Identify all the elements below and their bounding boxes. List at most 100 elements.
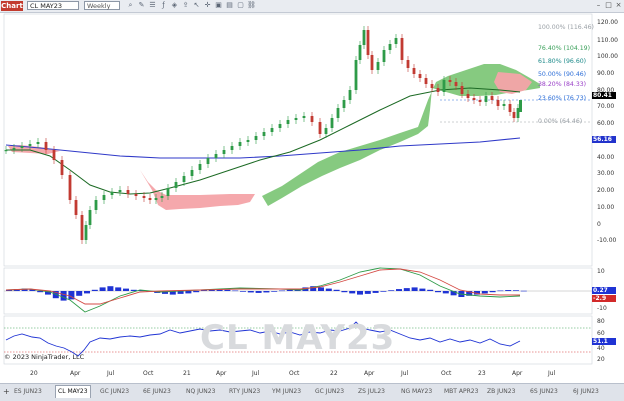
candle-body	[516, 108, 520, 118]
fib-50-label: 50.00% (90.46)	[538, 71, 587, 78]
candle-body	[52, 150, 56, 160]
candle-body	[519, 100, 522, 112]
instrument-tab[interactable]: ZB JUN23	[487, 388, 516, 395]
time-axis-label: Apr	[216, 370, 227, 377]
chart-badge[interactable]: Chart	[1, 1, 23, 11]
close-icon[interactable]: ×	[615, 1, 622, 9]
candle-body	[20, 146, 24, 148]
candle-body	[508, 104, 512, 112]
macd-histogram-bar	[271, 291, 278, 292]
instrument-tab[interactable]: 6J JUN23	[573, 388, 599, 395]
properties-icon[interactable]: ☰	[149, 1, 156, 9]
candle-body	[412, 68, 416, 74]
macd-histogram-bar	[372, 291, 379, 293]
time-axis-label: Jul	[548, 370, 556, 377]
macd-histogram-bar	[162, 291, 168, 294]
macd-histogram-bar	[107, 286, 114, 291]
macd-histogram-bar	[380, 291, 387, 292]
time-axis-label: Oct	[441, 370, 452, 377]
instrument-tab[interactable]: GC JUN23	[315, 388, 345, 395]
candle-body	[174, 182, 178, 188]
strategy-icon[interactable]: ◈	[171, 1, 178, 9]
price-axis-label: 120.00	[597, 19, 618, 26]
candle-body	[12, 148, 16, 150]
macd-histogram-bar	[247, 291, 254, 293]
candle-body	[214, 154, 218, 158]
moving-average-long	[5, 137, 521, 159]
price-axis-label: 0	[597, 221, 601, 228]
candle-body	[502, 104, 506, 106]
instrument-tab[interactable]: CL MAY23	[55, 385, 91, 398]
candle-body	[472, 98, 476, 100]
instrument-watermark: CL MAY23	[200, 318, 396, 358]
draw-icon[interactable]: ✎	[138, 1, 145, 9]
time-axis-label: Apr	[364, 370, 375, 377]
add-tab-icon[interactable]: +	[3, 387, 10, 396]
macd-histogram-bar	[427, 289, 434, 291]
macd-histogram-bar	[169, 291, 176, 295]
indicators-icon[interactable]: ƒ	[162, 1, 165, 9]
time-axis-label: 20	[30, 370, 38, 377]
candle-body	[44, 142, 48, 150]
crosshair-icon[interactable]: ✛	[204, 1, 211, 9]
instrument-tab[interactable]: 6E JUN23	[143, 388, 171, 395]
candle-body	[254, 136, 258, 140]
candle-body	[294, 118, 298, 120]
macd-histogram-bar	[513, 290, 519, 291]
macd-histogram-bar	[341, 291, 348, 293]
instrument-tab[interactable]: ZS JUL23	[358, 388, 385, 395]
instrument-tab[interactable]: ES JUN23	[14, 388, 42, 395]
candle-body	[362, 30, 366, 45]
window-icon[interactable]: ▢	[237, 1, 244, 9]
macd-histogram-bar	[505, 290, 512, 291]
share-icon[interactable]: ⇪	[182, 1, 189, 9]
instrument-tab[interactable]: NQ JUN23	[186, 388, 216, 395]
ichimoku-cloud-bullish	[262, 64, 540, 206]
macd-histogram-bar	[489, 291, 496, 293]
macd-histogram-bar	[177, 291, 184, 294]
price-axis-label: 60.00	[597, 120, 615, 127]
candle-body	[370, 55, 374, 70]
macd-histogram-bar	[6, 289, 12, 291]
interval-selector[interactable]: Weekly	[84, 1, 120, 10]
instrument-selector[interactable]: CL MAY23	[27, 1, 79, 10]
candle-body	[74, 200, 78, 215]
candle-body	[418, 74, 422, 78]
fib-23-label: 23.60% (76.73)	[538, 95, 587, 102]
macd-histogram-bar	[13, 289, 20, 291]
minimize-icon[interactable]: –	[596, 1, 601, 9]
instrument-tab[interactable]: RTY JUN23	[229, 388, 261, 395]
price-axis-label: 70.00	[597, 103, 615, 110]
instrument-tab[interactable]: 6S JUN23	[530, 388, 558, 395]
candle-body	[182, 176, 186, 182]
time-axis-label: Apr	[512, 370, 523, 377]
data-box-icon[interactable]: ▤	[226, 1, 233, 9]
price-axis-label: 110.00	[597, 37, 618, 44]
time-axis-label: Jul	[401, 370, 409, 377]
candle-body	[454, 82, 458, 86]
macd-histogram-bar	[123, 288, 129, 291]
macd-histogram-bar	[396, 289, 402, 291]
cursor-icon[interactable]: ↖	[193, 1, 200, 9]
candle-body	[286, 120, 290, 124]
instrument-tab[interactable]: MBT APR23	[444, 388, 479, 395]
instrument-tab[interactable]: GC JUN23	[100, 388, 130, 395]
macd-histogram-bar	[497, 290, 504, 292]
macd-histogram-bar	[68, 291, 75, 300]
macd-histogram-bar	[419, 288, 426, 291]
macd-histogram-bar	[263, 291, 270, 293]
macd-histogram-bar	[364, 291, 371, 294]
screenshot-icon[interactable]: ▣	[215, 1, 222, 9]
maximize-icon[interactable]: □	[605, 1, 612, 9]
candle-body	[358, 45, 362, 60]
link-icon[interactable]: ⛓	[247, 1, 256, 9]
chart-canvas[interactable]	[0, 0, 624, 383]
candle-body	[198, 164, 202, 170]
price-axis-label: 20.00	[597, 187, 615, 194]
candle-body	[160, 196, 164, 198]
zoom-icon[interactable]: ⌕	[128, 1, 133, 9]
instrument-tab[interactable]: YM JUN23	[272, 388, 302, 395]
macd-histogram-bar	[474, 291, 480, 295]
copyright-text: © 2023 NinjaTrader, LLC	[4, 353, 85, 361]
instrument-tab[interactable]: NG MAY23	[401, 388, 433, 395]
